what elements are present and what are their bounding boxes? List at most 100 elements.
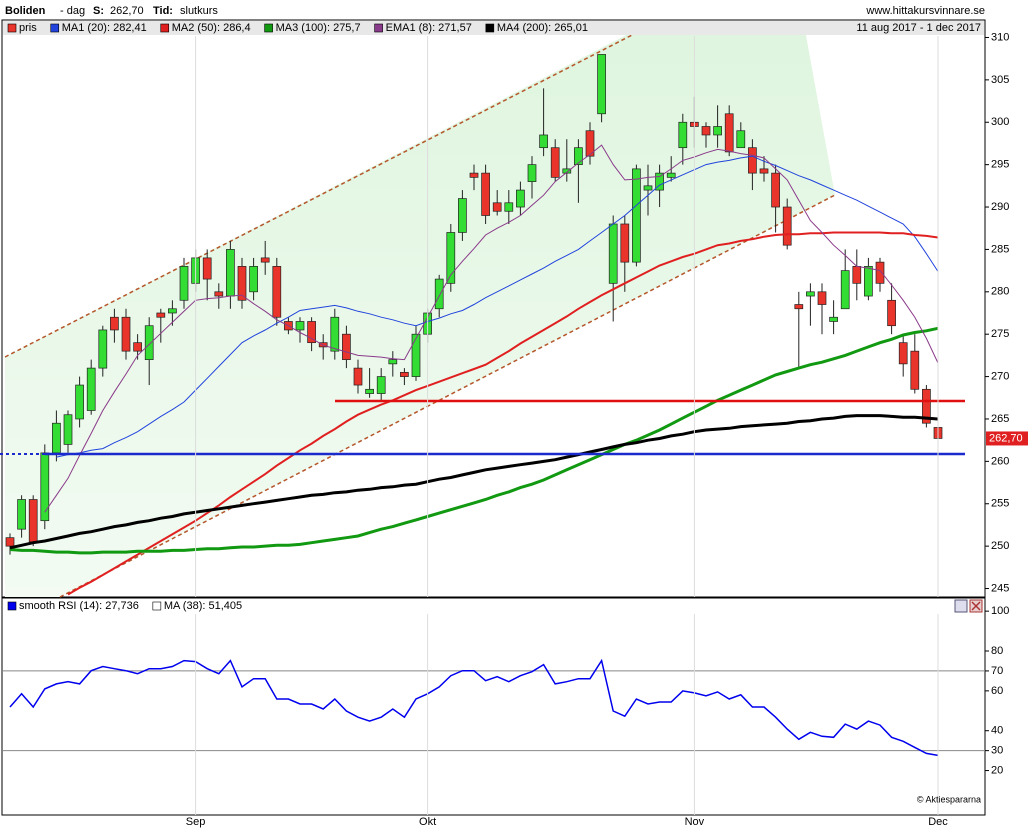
period: - dag [60, 5, 85, 17]
candle-body [527, 164, 537, 182]
candle-body [376, 376, 386, 394]
settings-icon[interactable] [954, 599, 968, 613]
candle-body [852, 266, 862, 284]
candle-body [574, 147, 583, 165]
close-icon-x [971, 601, 981, 611]
candle-body [887, 299, 896, 327]
candle-body [643, 185, 653, 191]
y-tick-label: 290 [991, 201, 1009, 213]
legend-label: MA4 (200): 265,01 [497, 22, 588, 34]
candle-body [179, 266, 189, 301]
y-tick-label: 40 [991, 725, 1003, 737]
candle-body [701, 126, 711, 136]
series-line [9, 326, 939, 555]
x-tick-label: Sep [186, 816, 206, 828]
date-range: 11 aug 2017 - 1 dec 2017 [856, 22, 981, 34]
candle-body [434, 278, 444, 310]
legend-label: pris [19, 22, 37, 34]
candle-body [713, 126, 722, 136]
candle-body [156, 312, 166, 318]
candle-body [365, 388, 374, 394]
candle-body [840, 270, 850, 310]
legend-label: EMA1 (8): 271,57 [386, 22, 472, 34]
candle-body [922, 388, 931, 424]
trend-line-lower [59, 194, 836, 598]
candle-body [52, 422, 61, 454]
candle-body [620, 223, 630, 263]
legend-swatch [374, 23, 383, 33]
candle-body [794, 304, 804, 310]
candle-body [678, 121, 688, 149]
candle-body [875, 261, 885, 284]
candle-body [86, 367, 96, 411]
candle-body [782, 206, 792, 246]
t-value: slutkurs [180, 5, 218, 17]
candle-body [458, 198, 467, 233]
copyright: © Aktiespararna [917, 794, 981, 804]
y-tick-label: 30 [991, 745, 1003, 757]
price-plot [5, 54, 943, 596]
series-line [9, 414, 939, 550]
candle-body [202, 257, 212, 280]
candle-body [237, 266, 247, 301]
y-tick-label: 70 [991, 665, 1003, 677]
candle-body [655, 172, 664, 191]
candle-body [469, 172, 479, 178]
candle-body [168, 308, 177, 314]
candle-body [736, 130, 746, 149]
candle-body [910, 350, 920, 390]
candle-body [806, 291, 815, 297]
y-tick-label: 250 [991, 540, 1009, 552]
candle-body [898, 342, 908, 365]
candle-body [608, 223, 618, 284]
y-tick-label: 100 [991, 605, 1009, 617]
candle-body [481, 172, 490, 216]
candle-body [585, 130, 595, 157]
candle-body [121, 316, 131, 352]
y-tick-label: 255 [991, 498, 1009, 510]
legend-swatch [160, 23, 170, 33]
y-tick-label: 300 [991, 116, 1009, 128]
candle-body [864, 266, 873, 297]
candle-body [249, 266, 258, 293]
candle-body [597, 54, 606, 115]
y-tick-label: 265 [991, 413, 1009, 425]
legend-label: MA (38): 51,405 [164, 600, 242, 612]
legend-swatch [485, 23, 495, 33]
candle-body [28, 499, 38, 543]
s-label: S: [93, 5, 104, 17]
y-tick-label: 295 [991, 159, 1009, 171]
candle-body [226, 249, 235, 297]
candle-body [666, 172, 676, 178]
candle-body [724, 113, 734, 153]
y-tick-label: 285 [991, 243, 1009, 255]
legend-label: MA3 (100): 275,7 [276, 22, 361, 34]
series-line [56, 155, 939, 458]
candle-body [492, 202, 502, 212]
rsi-panel [1, 597, 986, 816]
rsi-plot [3, 658, 985, 757]
candle-body [388, 359, 398, 365]
candle-body [400, 371, 409, 377]
candle-body [748, 147, 757, 174]
y-tick-label: 80 [991, 645, 1003, 657]
candle-body [5, 537, 15, 547]
candle-body [295, 321, 305, 331]
candle-body [272, 266, 282, 318]
last-price-label: 262,70 [989, 432, 1023, 444]
legend-label: smooth RSI (14): 27,736 [19, 600, 139, 612]
candle-body [446, 232, 456, 284]
y-tick-label: 305 [991, 74, 1009, 86]
y-tick-label: 270 [991, 370, 1009, 382]
candle-body [504, 202, 514, 212]
candle-body [829, 316, 838, 322]
x-tick-label: Dec [928, 816, 948, 828]
series-line [9, 658, 939, 757]
x-tick-label: Okt [419, 816, 436, 828]
candle-body [759, 168, 769, 174]
site: www.hittakursvinnare.se [865, 5, 985, 17]
candle-body [63, 414, 73, 445]
last-price-box [986, 431, 1028, 446]
candle-body [353, 367, 363, 386]
